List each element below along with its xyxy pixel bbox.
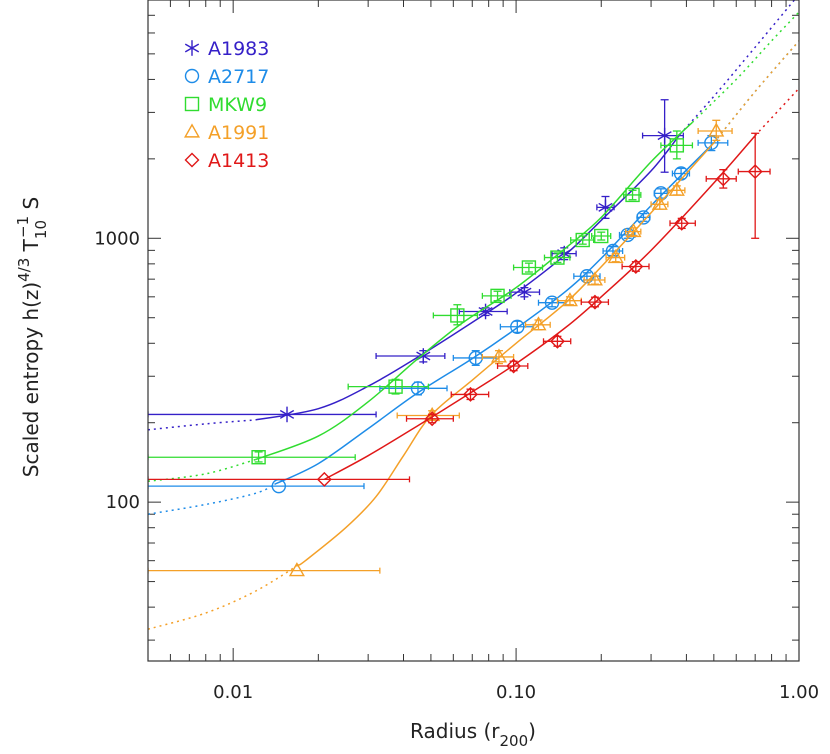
series-layer (148, 0, 799, 630)
x-tick-label: 0.10 (496, 682, 536, 703)
fit-curve (323, 135, 756, 481)
data-point-diamond (549, 333, 565, 349)
x-axis-title-close: ) (528, 719, 536, 743)
data-point-diamond (628, 258, 644, 274)
y-tick-label: 100 (106, 492, 140, 513)
data-point-circle (636, 210, 651, 225)
fit-curve (274, 142, 715, 486)
legend-label-a2717: A2717 (208, 66, 269, 88)
x-axis-title-main: Radius (r (410, 719, 500, 743)
data-point-diamond (674, 215, 690, 231)
data-point-triangle (561, 292, 578, 307)
y-axis-title-T: T (19, 238, 43, 257)
legend-label-a1983: A1983 (208, 38, 269, 60)
data-point-square (388, 379, 403, 394)
data-point-square (550, 250, 565, 265)
data-point-square (251, 450, 266, 465)
data-point-square (669, 138, 685, 153)
data-point-asterisk (657, 127, 672, 144)
fit-curve-dotted (754, 87, 799, 137)
data-point-square (490, 288, 505, 304)
legend-square-icon (184, 96, 200, 112)
legend-label-a1413: A1413 (208, 150, 269, 172)
data-point-circle (544, 295, 560, 310)
x-tick-label: 1.00 (779, 682, 819, 703)
fit-curve-dotted (148, 419, 256, 431)
fit-curve-dotted (691, 11, 799, 123)
data-point-triangle (708, 122, 725, 137)
data-point-triangle (490, 348, 507, 363)
y-axis-title-main: Scaled entropy h(z) (19, 282, 43, 477)
data-point-square (521, 260, 537, 275)
data-point-diamond (506, 358, 522, 374)
data-point-triangle (651, 195, 668, 210)
data-point-square (450, 308, 465, 323)
data-point-square (625, 187, 640, 203)
data-point-diamond (747, 164, 763, 180)
legend-diamond-icon (184, 152, 200, 168)
data-point-diamond (316, 471, 332, 487)
data-point-triangle (586, 271, 603, 286)
plot-frame (147, 0, 800, 662)
y-tick-label: 1000 (94, 228, 140, 249)
data-point-circle (410, 381, 426, 396)
fit-curve-dotted (148, 483, 275, 515)
legend: A1983 A2717 MKW9 A1991 A1413 (183, 38, 269, 172)
data-point-diamond (463, 386, 478, 402)
data-point-triangle (668, 181, 685, 196)
x-tick-label: 0.01 (213, 682, 253, 703)
data-point-diamond (715, 171, 731, 187)
data-point-circle (510, 319, 525, 334)
data-point-triangle (530, 316, 547, 331)
fit-curve (255, 133, 681, 421)
legend-label-a1991: A1991 (208, 122, 269, 144)
legend-label-mkw9: MKW9 (208, 94, 267, 116)
data-point-square (575, 232, 590, 248)
series-a1413 (148, 87, 799, 487)
tick-labels: 0.01 0.10 1.00 100 1000 (94, 228, 819, 703)
x-axis-title-sub: 200 (500, 732, 529, 750)
fit-curve-dotted (679, 0, 796, 135)
y-axis-title-sup2: −1 (14, 216, 32, 238)
y-axis-title-sup1: 4/3 (15, 258, 33, 282)
data-point-square (594, 228, 609, 244)
y-axis-title-tail: S (19, 197, 43, 216)
data-point-asterisk (279, 406, 295, 423)
fit-curve-dotted (148, 564, 299, 630)
y-axis-title: Scaled entropy h(z)4/3 T10−1 S (14, 197, 50, 477)
fit-curve-dotted (148, 458, 256, 482)
data-point-diamond (587, 294, 603, 310)
data-point-triangle (288, 562, 305, 577)
data-point-triangle (607, 249, 624, 264)
data-point-diamond (424, 411, 440, 427)
fit-curve (255, 121, 693, 461)
legend-triangle-icon (183, 123, 201, 138)
series-mkw9 (148, 11, 799, 482)
fit-curve-dotted (713, 40, 799, 144)
legend-circle-icon (184, 68, 200, 84)
y-axis-title-sub: 10 (32, 220, 50, 239)
data-point-asterisk (478, 303, 493, 320)
legend-asterisk-icon (184, 40, 200, 56)
data-point-triangle (625, 223, 642, 238)
data-point-asterisk (517, 284, 532, 300)
x-axis-title: Radius (r200) (410, 719, 536, 750)
